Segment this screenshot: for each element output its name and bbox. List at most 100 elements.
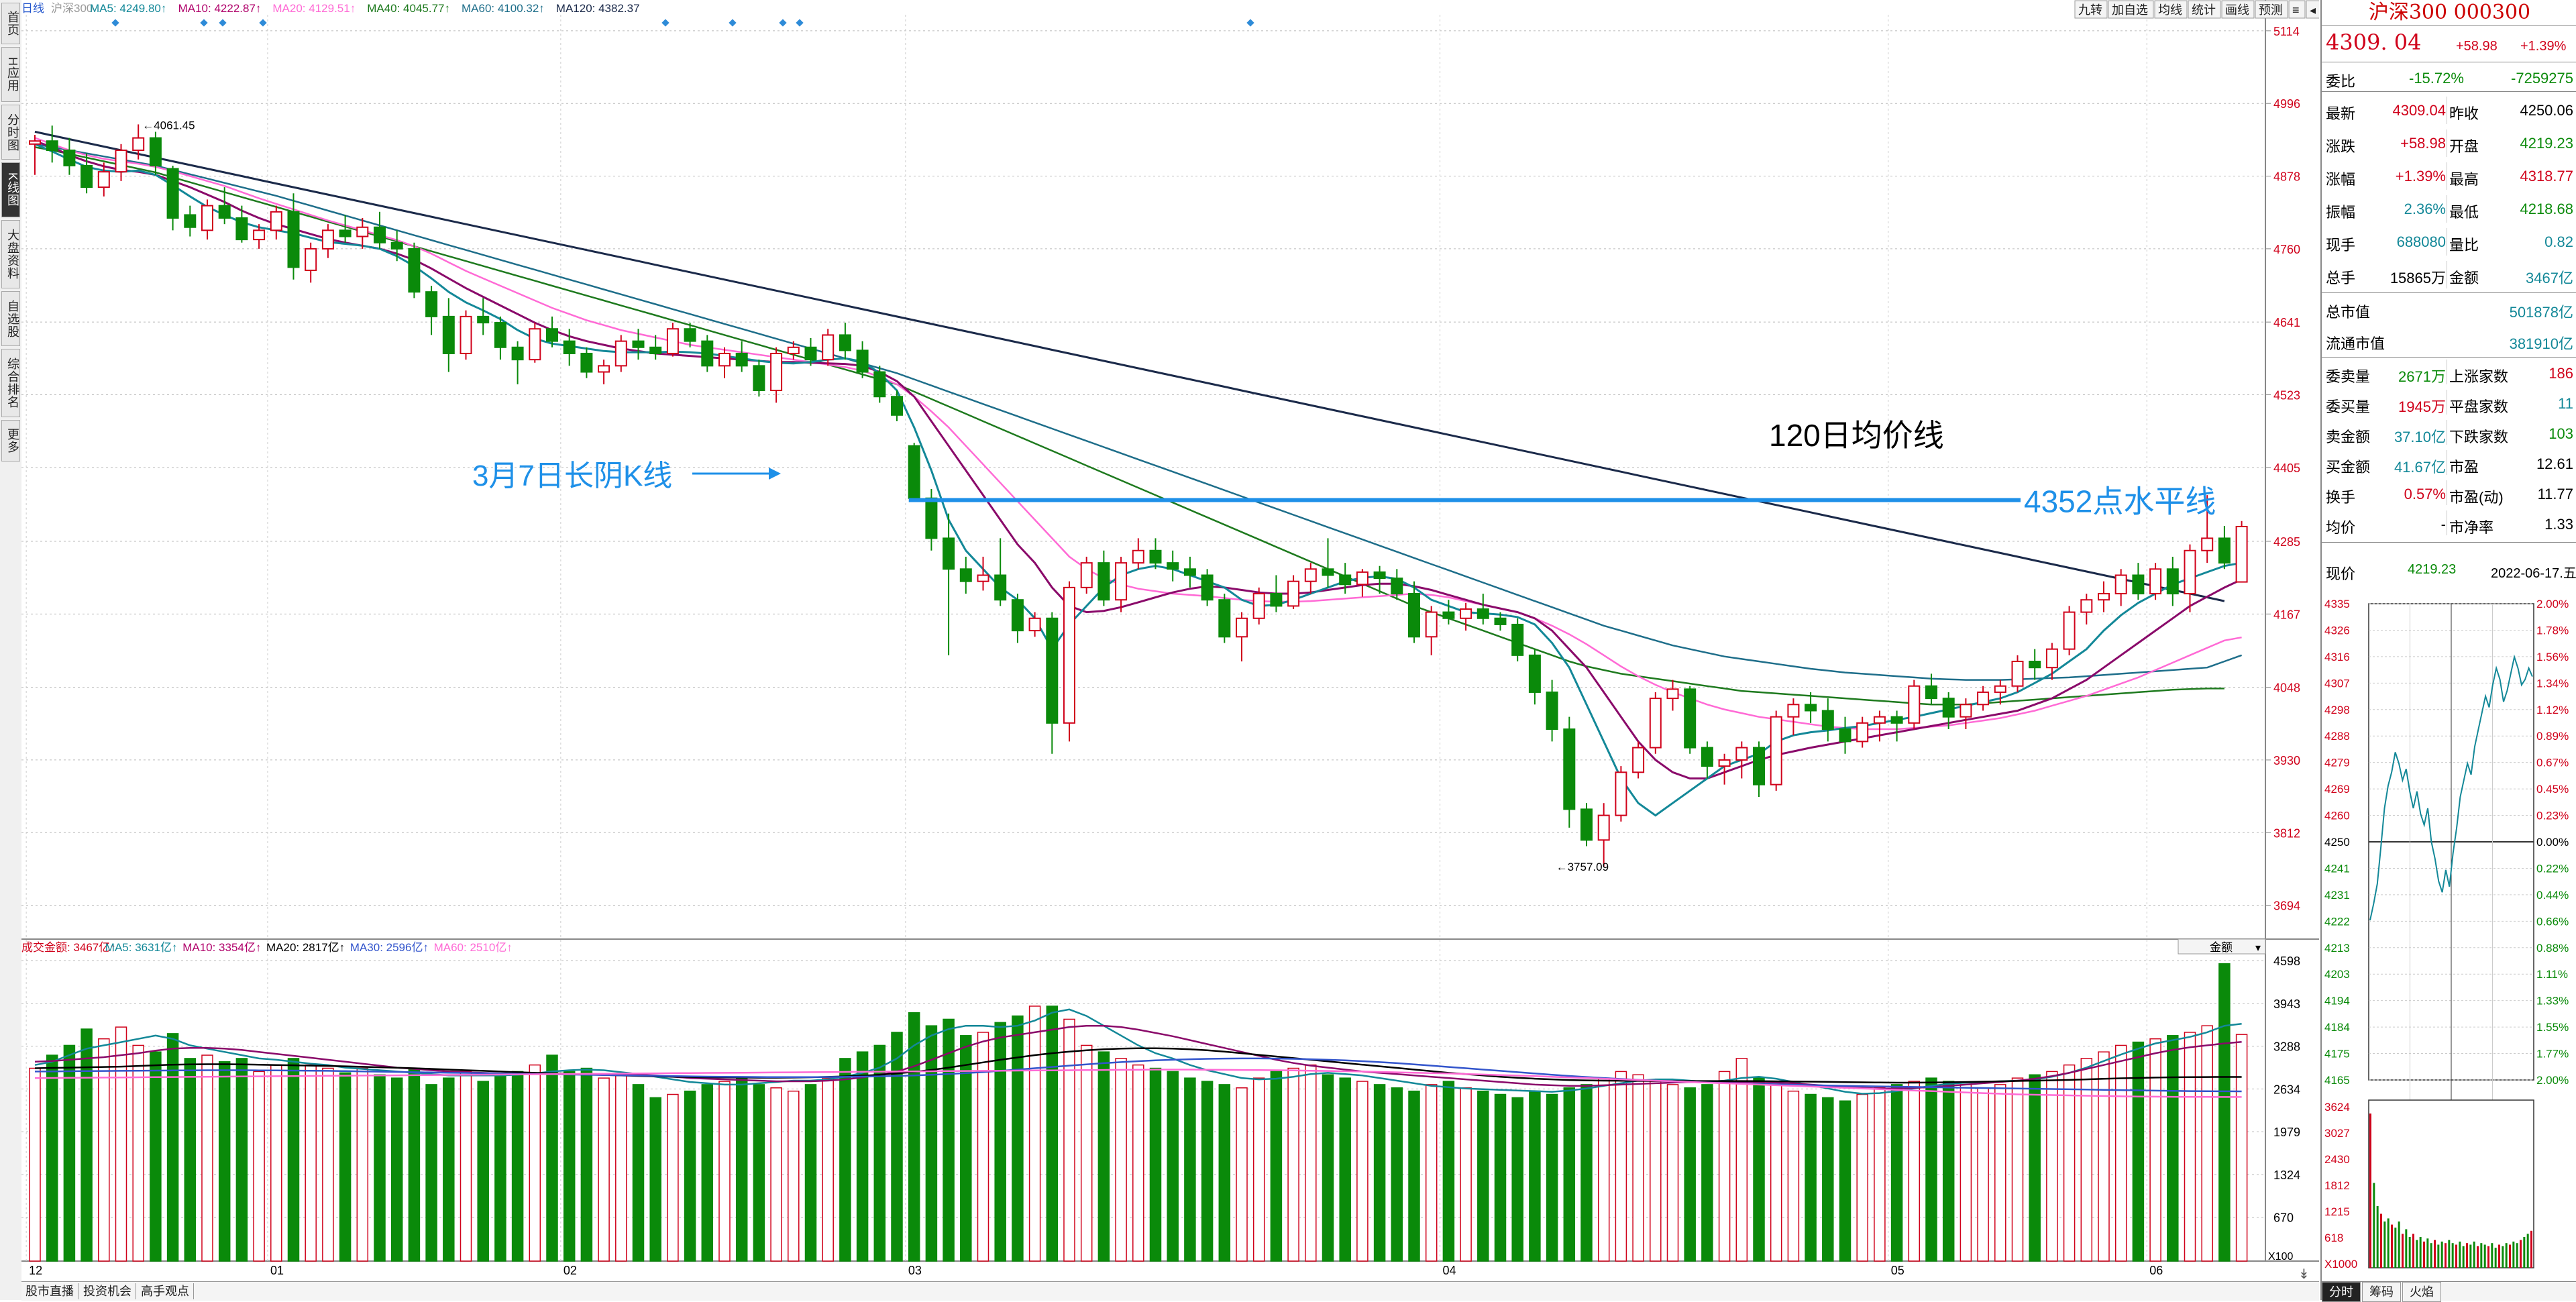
candle-body[interactable]	[1563, 728, 1576, 810]
volume-bar[interactable]	[425, 1084, 437, 1262]
candle-body[interactable]	[2045, 648, 2058, 669]
candle-body[interactable]	[891, 396, 903, 416]
candle-body[interactable]	[632, 340, 645, 348]
candle-body[interactable]	[856, 349, 869, 373]
candle-body[interactable]	[1528, 654, 1541, 693]
volume-bar[interactable]	[184, 1058, 197, 1262]
volume-bar[interactable]	[1408, 1090, 1420, 1262]
volume-bar[interactable]	[1425, 1084, 1438, 1262]
volume-bar[interactable]	[960, 1035, 972, 1262]
candle-body[interactable]	[822, 334, 835, 361]
volume-bar[interactable]	[1305, 1064, 1317, 1262]
volume-bar[interactable]	[1097, 1051, 1110, 1262]
intraday-tab-1[interactable]: 筹码	[2362, 1282, 2401, 1302]
volume-bar[interactable]	[753, 1084, 765, 1262]
volume-bar[interactable]	[563, 1071, 576, 1262]
volume-bar[interactable]	[201, 1054, 213, 1262]
volume-bar[interactable]	[2011, 1077, 2024, 1262]
candle-body[interactable]	[356, 226, 369, 237]
volume-bar[interactable]	[2167, 1035, 2179, 1262]
volume-bar[interactable]	[580, 1067, 593, 1262]
volume-bar[interactable]	[1236, 1087, 1248, 1262]
volume-bar[interactable]	[1839, 1100, 1851, 1262]
volume-bar[interactable]	[460, 1071, 472, 1262]
bottom-tab-0[interactable]: 股市直播	[21, 1283, 78, 1299]
volume-bar[interactable]	[1908, 1081, 1921, 1262]
candle-body[interactable]	[2201, 537, 2214, 551]
volume-bar[interactable]	[511, 1071, 524, 1262]
volume-bar[interactable]	[891, 1032, 903, 1262]
candle-body[interactable]	[1494, 617, 1507, 625]
volume-bar[interactable]	[1753, 1077, 1765, 1262]
volume-bar[interactable]	[390, 1077, 403, 1262]
left-tab-2[interactable]: 分时图	[1, 105, 20, 160]
toolbar-btn-bg-2[interactable]	[2154, 0, 2188, 19]
candle-body[interactable]	[804, 346, 817, 361]
candle-body[interactable]	[1753, 747, 1765, 785]
candle-body[interactable]	[1511, 623, 1524, 656]
bottom-tab-1[interactable]: 投资机会	[79, 1283, 136, 1299]
candle-body[interactable]	[770, 352, 783, 392]
candle-body[interactable]	[1615, 771, 1627, 816]
volume-bar[interactable]	[1184, 1077, 1196, 1262]
volume-bar[interactable]	[1322, 1074, 1334, 1262]
volume-bar[interactable]	[529, 1064, 541, 1262]
volume-bar[interactable]	[943, 1018, 955, 1262]
candle-body[interactable]	[132, 137, 145, 151]
volume-bar[interactable]	[1252, 1077, 1265, 1262]
volume-bar[interactable]	[166, 1033, 179, 1262]
toolbar-icon-btn-1[interactable]	[2306, 0, 2319, 19]
candle-body[interactable]	[1839, 728, 1851, 743]
candle-body[interactable]	[287, 211, 300, 268]
candle-body[interactable]	[201, 205, 213, 231]
volume-bar[interactable]	[2235, 1034, 2248, 1262]
candle-body[interactable]	[1546, 691, 1558, 730]
volume-bar[interactable]	[374, 1074, 386, 1262]
volume-bar[interactable]	[1925, 1077, 1937, 1262]
candle-body[interactable]	[477, 315, 490, 324]
volume-bar[interactable]	[667, 1093, 679, 1262]
candle-body[interactable]	[1460, 608, 1472, 619]
volume-bar[interactable]	[735, 1077, 748, 1262]
candle-body[interactable]	[1115, 562, 1128, 601]
candle-body[interactable]	[1735, 747, 1748, 761]
toolbar-btn-bg-1[interactable]	[2108, 0, 2154, 19]
volume-bar[interactable]	[1460, 1087, 1472, 1262]
volume-bar[interactable]	[1356, 1081, 1368, 1262]
candle-body[interactable]	[305, 248, 317, 272]
toolbar-btn-bg-3[interactable]	[2188, 0, 2221, 19]
candle-body[interactable]	[460, 315, 472, 354]
candle-body[interactable]	[1787, 704, 1800, 718]
candle-body[interactable]	[925, 497, 938, 539]
volume-bar[interactable]	[1373, 1084, 1386, 1262]
volume-bar[interactable]	[218, 1061, 231, 1262]
candle-body[interactable]	[1701, 747, 1713, 767]
candle-body[interactable]	[1770, 716, 1782, 785]
candle-body[interactable]	[390, 241, 403, 250]
candle-body[interactable]	[1425, 611, 1438, 638]
volume-bar[interactable]	[29, 1067, 41, 1262]
candle-body[interactable]	[1477, 608, 1489, 619]
volume-bar[interactable]	[1529, 1090, 1541, 1262]
candle-body[interactable]	[1028, 617, 1041, 632]
candle-body[interactable]	[2114, 574, 2127, 595]
candle-body[interactable]	[873, 371, 886, 398]
candle-body[interactable]	[2029, 661, 2041, 669]
candle-body[interactable]	[718, 352, 731, 367]
volume-bar[interactable]	[339, 1072, 352, 1262]
volume-bar[interactable]	[788, 1090, 800, 1262]
candle-body[interactable]	[253, 229, 266, 241]
candle-body[interactable]	[1718, 759, 1731, 767]
volume-bar[interactable]	[477, 1081, 489, 1262]
candle-body[interactable]	[1167, 562, 1179, 570]
volume-bar[interactable]	[1684, 1087, 1696, 1262]
toolbar-icon-btn-0[interactable]	[2288, 0, 2306, 19]
volume-bar[interactable]	[856, 1051, 869, 1262]
candle-body[interactable]	[529, 328, 541, 361]
volume-bar[interactable]	[1960, 1084, 1972, 1262]
volume-bar[interactable]	[684, 1090, 696, 1262]
candle-body[interactable]	[1132, 549, 1144, 564]
volume-bar[interactable]	[977, 1032, 989, 1262]
volume-bar[interactable]	[1477, 1090, 1489, 1262]
volume-bar[interactable]	[649, 1097, 661, 1262]
